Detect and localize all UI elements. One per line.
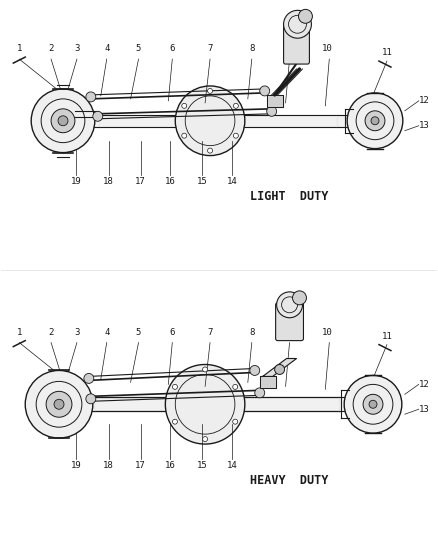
Text: 13: 13 xyxy=(419,121,430,130)
Circle shape xyxy=(31,89,95,152)
Circle shape xyxy=(344,375,402,433)
Text: 1: 1 xyxy=(17,328,22,337)
Circle shape xyxy=(208,148,212,153)
Circle shape xyxy=(283,10,311,38)
Text: 18: 18 xyxy=(103,177,114,187)
Text: 16: 16 xyxy=(165,177,176,187)
Text: 4: 4 xyxy=(104,328,110,337)
Circle shape xyxy=(267,107,277,116)
Circle shape xyxy=(233,384,238,389)
Text: 5: 5 xyxy=(136,44,141,53)
Circle shape xyxy=(203,367,208,372)
Text: 12: 12 xyxy=(419,380,430,389)
Circle shape xyxy=(369,400,377,408)
Circle shape xyxy=(203,437,208,441)
Circle shape xyxy=(173,384,177,389)
Text: 8: 8 xyxy=(249,328,254,337)
Text: 15: 15 xyxy=(197,461,208,470)
Circle shape xyxy=(182,103,187,108)
Polygon shape xyxy=(267,95,283,107)
Text: 19: 19 xyxy=(71,461,81,470)
Text: 7: 7 xyxy=(207,328,213,337)
Text: 17: 17 xyxy=(135,177,146,187)
Text: 17: 17 xyxy=(135,461,146,470)
Circle shape xyxy=(175,86,245,156)
Text: 10: 10 xyxy=(322,328,333,337)
Circle shape xyxy=(208,88,212,93)
Text: 3: 3 xyxy=(74,328,80,337)
Circle shape xyxy=(86,92,96,102)
Text: 14: 14 xyxy=(226,461,237,470)
Text: 9: 9 xyxy=(287,44,292,53)
Text: 5: 5 xyxy=(136,328,141,337)
Circle shape xyxy=(233,133,238,138)
Circle shape xyxy=(165,365,245,444)
Text: 7: 7 xyxy=(207,44,213,53)
Circle shape xyxy=(54,399,64,409)
Text: 6: 6 xyxy=(170,44,175,53)
Circle shape xyxy=(86,394,96,404)
Text: 8: 8 xyxy=(249,44,254,53)
Text: 18: 18 xyxy=(103,461,114,470)
Circle shape xyxy=(255,388,265,398)
Circle shape xyxy=(365,111,385,131)
Circle shape xyxy=(277,292,303,318)
FancyBboxPatch shape xyxy=(276,303,304,341)
Text: 13: 13 xyxy=(419,405,430,414)
Circle shape xyxy=(182,133,187,138)
Circle shape xyxy=(363,394,383,414)
Text: 2: 2 xyxy=(48,44,54,53)
Circle shape xyxy=(260,86,270,96)
Circle shape xyxy=(347,93,403,149)
Text: 19: 19 xyxy=(71,177,81,187)
Circle shape xyxy=(233,419,238,424)
Text: 4: 4 xyxy=(104,44,110,53)
Text: 10: 10 xyxy=(322,44,333,53)
Circle shape xyxy=(46,391,72,417)
Circle shape xyxy=(93,111,103,122)
Circle shape xyxy=(250,366,260,375)
Circle shape xyxy=(58,116,68,126)
Circle shape xyxy=(275,365,285,375)
Text: 6: 6 xyxy=(170,328,175,337)
Circle shape xyxy=(298,10,312,23)
Circle shape xyxy=(84,374,94,383)
Polygon shape xyxy=(263,359,297,376)
Text: 11: 11 xyxy=(381,48,392,57)
Circle shape xyxy=(173,419,177,424)
FancyBboxPatch shape xyxy=(283,22,309,64)
Text: 1: 1 xyxy=(17,44,22,53)
Text: 11: 11 xyxy=(381,332,392,341)
Circle shape xyxy=(233,103,238,108)
Text: HEAVY  DUTY: HEAVY DUTY xyxy=(251,474,329,487)
Circle shape xyxy=(25,370,93,438)
Text: 2: 2 xyxy=(48,328,54,337)
Text: 15: 15 xyxy=(197,177,208,187)
Circle shape xyxy=(371,117,379,125)
Text: 9: 9 xyxy=(287,328,292,337)
Circle shape xyxy=(293,291,307,305)
Text: 12: 12 xyxy=(419,96,430,106)
Text: 14: 14 xyxy=(226,177,237,187)
Text: 3: 3 xyxy=(74,44,80,53)
Polygon shape xyxy=(260,376,276,389)
Text: LIGHT  DUTY: LIGHT DUTY xyxy=(251,190,329,204)
Circle shape xyxy=(51,109,75,133)
Text: 16: 16 xyxy=(165,461,176,470)
